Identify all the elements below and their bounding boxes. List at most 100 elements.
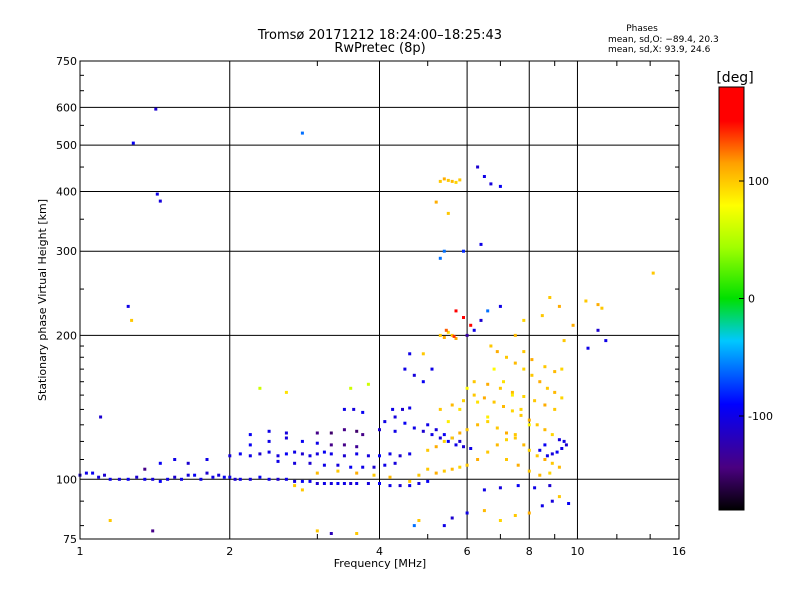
axis-ticks: 1 2 4 6 8 10 16 75 100 200 300 400 500 600 750 <box>56 55 686 558</box>
data-point <box>543 443 547 447</box>
data-point <box>199 477 203 481</box>
data-point <box>482 175 486 178</box>
data-point <box>492 367 496 371</box>
data-point <box>417 519 421 522</box>
data-point <box>430 433 434 437</box>
data-point <box>505 438 508 442</box>
x-tick-label: 1 <box>77 545 84 558</box>
data-point <box>267 439 271 443</box>
data-point <box>391 407 395 411</box>
data-point <box>454 443 458 447</box>
data-point <box>519 407 523 411</box>
data-point <box>513 433 517 437</box>
data-point <box>276 459 280 463</box>
data-point <box>476 458 480 461</box>
data-point <box>495 350 499 354</box>
data-point <box>446 178 450 182</box>
data-point <box>186 473 190 477</box>
data-point <box>233 477 237 481</box>
data-point <box>342 454 346 458</box>
data-point <box>550 461 554 465</box>
data-point <box>293 479 297 483</box>
data-point <box>567 502 571 505</box>
data-point <box>527 511 531 515</box>
data-point <box>548 471 552 475</box>
data-point <box>388 475 392 479</box>
data-point <box>300 452 304 456</box>
data-point <box>454 309 458 313</box>
data-point <box>329 482 333 485</box>
data-point <box>538 380 542 384</box>
data-point <box>336 463 340 467</box>
data-point <box>300 439 304 443</box>
data-point <box>446 330 450 334</box>
data-point <box>355 452 359 456</box>
data-point <box>366 482 370 485</box>
data-point <box>308 454 312 458</box>
data-point <box>465 428 469 432</box>
data-point <box>434 445 438 449</box>
data-point <box>482 396 486 400</box>
data-point <box>143 477 147 481</box>
data-point <box>543 428 547 432</box>
colorbar-tick-label: 100 <box>748 175 769 188</box>
data-point <box>543 403 547 407</box>
data-point <box>434 200 438 204</box>
data-point <box>248 477 252 481</box>
data-point <box>543 458 547 461</box>
data-point <box>462 249 465 253</box>
data-point <box>535 454 539 458</box>
data-point <box>248 443 252 447</box>
data-point <box>205 471 209 475</box>
data-point <box>522 350 526 354</box>
data-point <box>560 396 564 400</box>
data-point <box>322 482 326 485</box>
data-point <box>489 182 493 186</box>
data-point <box>222 475 226 479</box>
data-point <box>533 486 537 490</box>
data-point <box>550 452 554 456</box>
data-point <box>446 439 450 443</box>
data-point <box>315 482 319 485</box>
data-point <box>469 447 473 450</box>
data-point <box>412 426 416 430</box>
data-point <box>548 296 552 299</box>
data-point <box>555 450 559 454</box>
data-point <box>462 316 465 319</box>
data-point <box>108 519 112 522</box>
y-tick-label: 500 <box>56 139 77 152</box>
data-point <box>535 423 539 427</box>
data-point <box>444 328 448 332</box>
data-point <box>543 365 547 369</box>
data-point <box>486 382 490 386</box>
data-point <box>355 471 359 475</box>
data-point <box>530 373 534 377</box>
data-point <box>442 433 446 437</box>
data-point <box>403 421 407 425</box>
data-point <box>438 256 442 260</box>
data-point <box>476 400 480 404</box>
data-point <box>462 445 465 449</box>
data-point <box>438 333 442 337</box>
x-tick-label: 16 <box>672 545 686 558</box>
data-point <box>383 463 387 467</box>
data-point <box>604 339 608 343</box>
data-point <box>498 386 502 390</box>
colorbar-ticks: 100 0 -100 <box>739 175 773 423</box>
data-point <box>538 448 542 452</box>
data-point <box>329 431 333 435</box>
data-point <box>548 484 552 488</box>
data-point <box>557 304 561 308</box>
data-point <box>412 524 416 528</box>
data-point <box>557 438 561 442</box>
data-point <box>366 454 370 458</box>
data-point <box>349 482 353 485</box>
data-point <box>519 413 523 417</box>
data-point <box>355 429 359 433</box>
data-point <box>458 178 462 182</box>
data-point <box>538 473 542 477</box>
data-point <box>465 333 469 337</box>
data-point <box>349 465 353 469</box>
data-point <box>527 418 531 422</box>
data-point <box>293 461 297 465</box>
